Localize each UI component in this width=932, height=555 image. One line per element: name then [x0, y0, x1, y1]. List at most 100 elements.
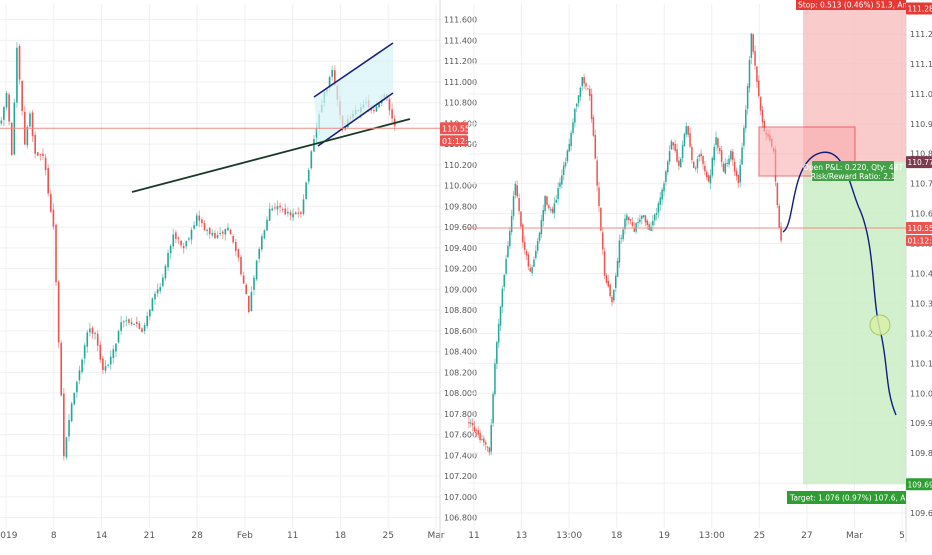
candle-body — [641, 216, 643, 219]
y-tick-label: 107.000 — [444, 493, 477, 502]
candle-body — [667, 161, 669, 172]
candle-body — [222, 232, 224, 234]
candle-body — [214, 233, 216, 238]
candle-body — [284, 209, 286, 215]
take-profit-zone[interactable] — [803, 162, 906, 484]
candle-body — [606, 275, 608, 282]
y-tick-label: 110.000 — [444, 182, 477, 191]
candle-body — [256, 261, 258, 280]
candle-body — [391, 109, 393, 118]
candle-body — [500, 307, 502, 326]
candle-body — [225, 229, 227, 234]
candle-body — [671, 141, 673, 149]
candle-body — [648, 224, 650, 230]
candle-body — [658, 203, 660, 213]
candle-body — [37, 152, 39, 155]
x-tick-label: 11 — [468, 531, 479, 541]
candle-body — [131, 322, 133, 324]
y-tick-label: 109.400 — [444, 244, 477, 253]
y-tick-label: 111.100 — [910, 60, 932, 69]
candle-body — [567, 151, 569, 161]
candle-body — [760, 97, 762, 110]
candle-body — [120, 322, 122, 331]
candle-body — [170, 246, 172, 253]
candle-body — [550, 209, 552, 210]
candle-body — [63, 394, 65, 457]
y-tick-label: 109.000 — [444, 285, 477, 294]
candle-body — [227, 228, 229, 231]
target-highlight-circle[interactable] — [870, 315, 890, 335]
candle-body — [552, 209, 554, 213]
candle-body — [643, 215, 645, 217]
candle-body — [274, 207, 276, 208]
x-tick-label: 2019 — [0, 531, 18, 541]
candle-body — [511, 216, 513, 232]
candle-body — [206, 230, 208, 231]
candle-body — [172, 234, 174, 246]
candle-body — [287, 212, 289, 213]
candle-body — [487, 447, 489, 448]
candle-body — [699, 155, 701, 157]
candle-body — [139, 323, 141, 329]
candle-body — [721, 150, 723, 162]
candle-body — [300, 212, 302, 214]
x-tick-label: 21 — [144, 531, 155, 541]
candle-body — [494, 364, 496, 395]
left-panel[interactable]: 111.600111.400111.200111.000110.800110.6… — [0, 0, 478, 542]
candle-body — [485, 442, 487, 444]
candle-body — [92, 328, 94, 334]
candle-body — [308, 170, 310, 182]
candle-body — [665, 171, 667, 181]
candle-body — [185, 241, 187, 246]
candle-body — [76, 382, 78, 392]
y-tick-label: 111.600 — [444, 16, 477, 25]
candle-body — [507, 246, 509, 258]
candle-body — [303, 199, 305, 213]
y-tick-label: 111.200 — [444, 57, 477, 66]
candle-body — [271, 209, 273, 211]
y-tick-label: 108.200 — [444, 368, 477, 377]
candle-body — [556, 200, 558, 203]
candle-body — [79, 370, 81, 380]
candle-body — [238, 249, 240, 258]
candle-body — [0, 121, 2, 124]
candle-body — [585, 83, 587, 86]
candle-body — [693, 162, 695, 168]
candle-body — [193, 225, 195, 228]
candle-body — [212, 233, 214, 235]
candle-body — [34, 135, 36, 154]
candle-body — [292, 213, 294, 217]
candle-body — [702, 156, 704, 164]
candle-body — [712, 158, 714, 175]
y-tick-label: 110.900 — [910, 120, 932, 129]
trendline-support[interactable] — [132, 119, 410, 192]
candle-body — [578, 95, 580, 103]
candle-body — [107, 365, 109, 366]
candle-body — [240, 257, 242, 274]
candle-body — [311, 151, 313, 168]
x-tick-label: 19 — [658, 531, 670, 541]
x-tick-label: 18 — [335, 531, 347, 541]
candle-body — [684, 134, 686, 146]
candle-body — [626, 215, 628, 220]
candle-body — [630, 219, 632, 220]
candle-body — [152, 298, 154, 311]
candle-body — [680, 159, 682, 167]
x-tick-label: 18 — [611, 531, 623, 541]
candle-body — [541, 220, 543, 234]
candle-body — [204, 223, 206, 230]
candle-body — [710, 175, 712, 183]
candle-body — [732, 152, 734, 161]
candle-body — [180, 241, 182, 246]
candle-body — [637, 222, 639, 223]
open-pnl-label: Open P&L: 0.220, Qty: 487 — [803, 163, 903, 172]
candle-body — [743, 128, 745, 146]
candle-body — [261, 236, 263, 249]
candle-body — [133, 324, 135, 325]
candle-body — [50, 194, 52, 212]
x-tick-label: 13 — [516, 531, 527, 541]
y-tick-label: 111.000 — [910, 90, 932, 99]
y-tick-label: 110.200 — [444, 161, 477, 170]
candle-body — [479, 433, 481, 440]
candle-body — [736, 171, 738, 176]
